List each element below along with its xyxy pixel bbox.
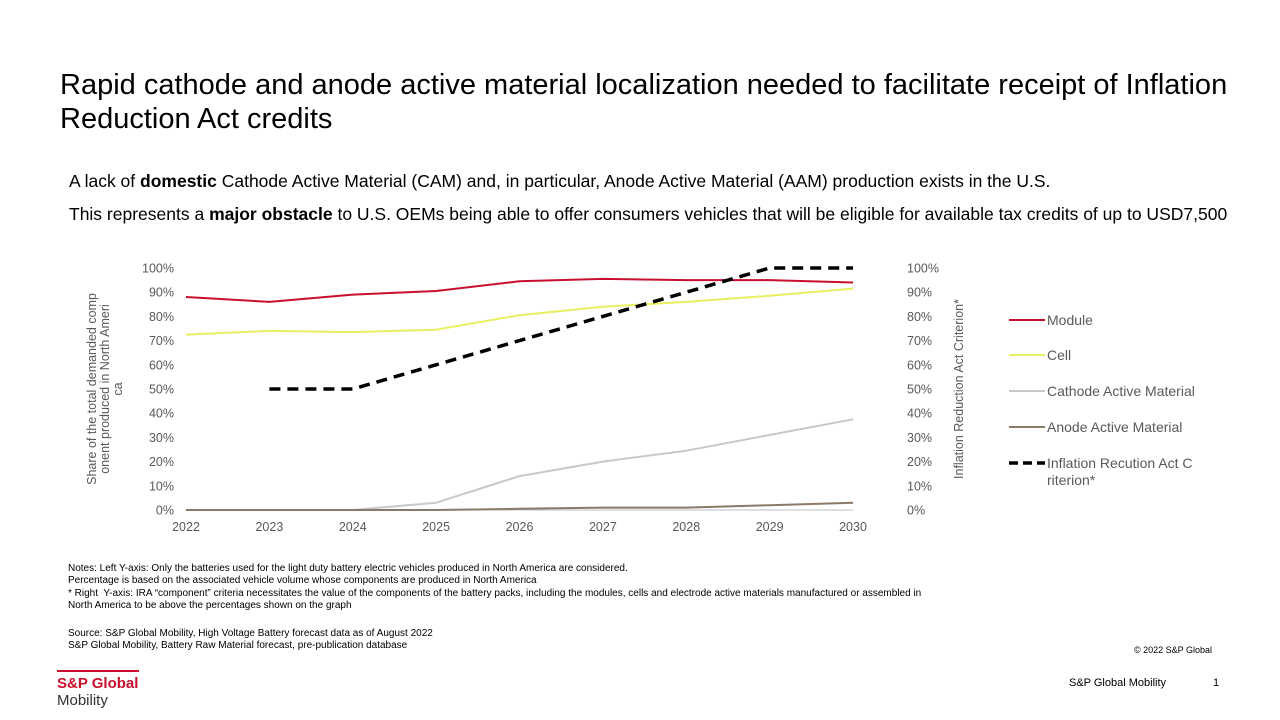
series-line-module [185, 277, 854, 303]
chart-notes: Notes: Left Y-axis: Only the batteries u… [68, 563, 948, 613]
subtitle-2-bold: major obstacle [209, 204, 333, 224]
x-tick-label: 2024 [339, 520, 367, 534]
x-tick-label: 2028 [672, 520, 700, 534]
x-tick-label: 2026 [506, 520, 534, 534]
y-tick-label-right: 50% [907, 383, 932, 397]
legend-label: Cathode Active Material [1047, 383, 1195, 399]
subtitle-line-1: A lack of domestic Cathode Active Materi… [69, 171, 1229, 192]
y-tick-label-left: 70% [149, 334, 174, 348]
subtitle-1-bold: domestic [140, 171, 217, 191]
y-tick-label-left: 50% [149, 383, 174, 397]
series-line-anode-active-material [186, 501, 854, 511]
source-line: Source: S&P Global Mobility, High Voltag… [68, 628, 433, 639]
y-tick-label-left: 90% [149, 286, 174, 300]
y-tick-label-left: 100% [142, 262, 174, 276]
subtitle-1-post: Cathode Active Material (CAM) and, in pa… [216, 171, 1051, 191]
series-line-cell [185, 287, 854, 336]
x-tick-label: 2029 [756, 520, 784, 534]
y-tick-label-left: 10% [149, 479, 174, 493]
legend-label: Module [1047, 312, 1093, 328]
note-line: Percentage is based on the associated ve… [68, 575, 537, 587]
x-tick-label: 2027 [589, 520, 617, 534]
sp-global-mobility-logo: S&P Global Mobility [57, 670, 139, 710]
logo-brand-text: S&P Global [57, 675, 139, 692]
slide-title: Rapid cathode and anode active material … [60, 69, 1228, 135]
logo-sub-text: Mobility [57, 692, 108, 709]
subtitle-2-post: to U.S. OEMs being able to offer consume… [332, 204, 1228, 224]
logo-accent-bar [57, 670, 139, 672]
subtitle-line-2: This represents a major obstacle to U.S.… [69, 204, 1229, 225]
copyright: © 2022 S&P Global [1134, 645, 1213, 655]
series-line-cathode-active-material [186, 418, 854, 511]
legend-label: Anode Active Material [1047, 419, 1182, 435]
x-tick-label: 2030 [839, 520, 867, 534]
y-tick-label-right: 80% [907, 310, 932, 324]
subtitle-1-pre: A lack of [69, 171, 141, 191]
subtitle-2-pre: This represents a [69, 204, 210, 224]
y-tick-label-left: 60% [149, 358, 174, 372]
y-tick-label-right: 90% [907, 286, 932, 300]
footer-company-name: S&P Global Mobility [1069, 677, 1167, 689]
x-tick-label: 2023 [255, 520, 283, 534]
y-tick-label-left: 0% [156, 504, 174, 518]
page-number: 1 [1213, 677, 1220, 689]
y-tick-label-right: 100% [907, 262, 939, 276]
y-tick-label-left: 80% [149, 310, 174, 324]
y-tick-label-right: 30% [907, 431, 932, 445]
x-tick-label: 2022 [172, 520, 200, 534]
source-line: S&P Global Mobility, Battery Raw Materia… [68, 640, 408, 652]
series-line-inflation-recution-act-criterion [269, 266, 853, 391]
note-line: * Right Y-axis: IRA “component” criteria… [68, 587, 925, 612]
y-tick-label-right: 20% [907, 455, 932, 469]
y-tick-label-right: 60% [907, 358, 932, 372]
y-tick-label-left: 30% [149, 431, 174, 445]
legend-label: Cell [1047, 347, 1071, 363]
y-tick-label-right: 40% [907, 407, 932, 421]
y-tick-label-left: 20% [149, 455, 174, 469]
y-axis-title-right: Inflation Reduction Act Criterion* [952, 299, 966, 479]
source-text: Source: S&P Global Mobility, High Voltag… [68, 628, 948, 653]
y-tick-label-right: 70% [907, 334, 932, 348]
y-tick-label-right: 0% [907, 504, 925, 518]
note-line: Notes: Left Y-axis: Only the batteries u… [68, 563, 628, 574]
y-tick-label-left: 40% [149, 407, 174, 421]
y-axis-title-left: Share of the total demanded component pr… [85, 293, 125, 485]
x-tick-label: 2025 [422, 520, 450, 534]
y-tick-label-right: 10% [907, 479, 932, 493]
